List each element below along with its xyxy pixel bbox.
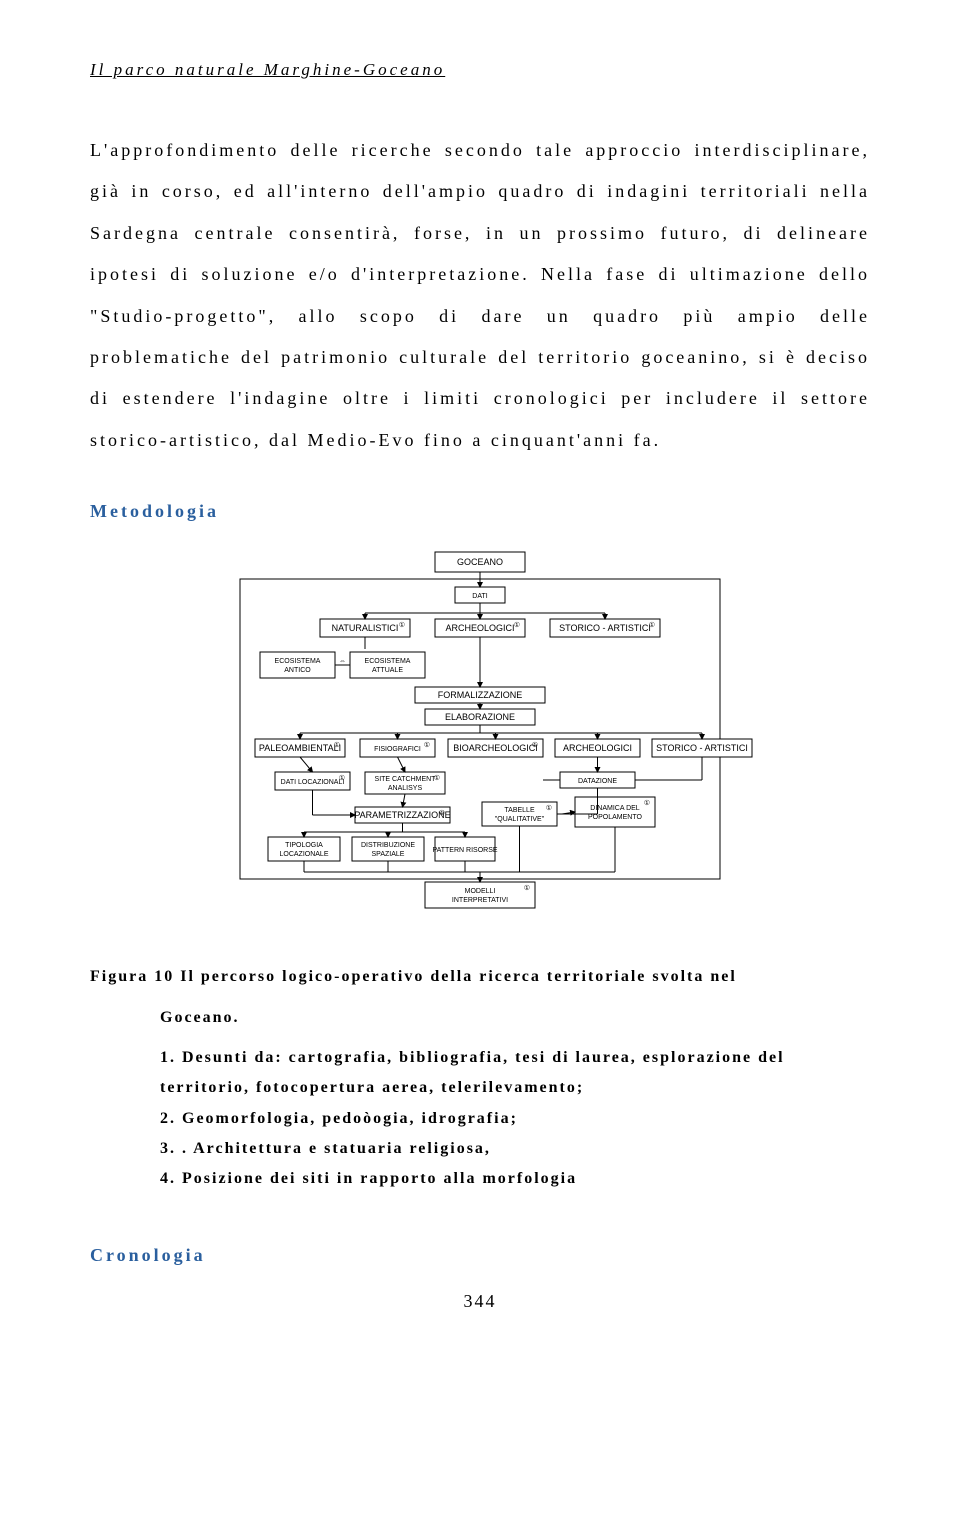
svg-text:DISTRIBUZIONE: DISTRIBUZIONE xyxy=(361,842,415,849)
svg-text:①: ① xyxy=(532,741,538,749)
svg-text:⇔: ⇔ xyxy=(339,658,346,665)
svg-text:①: ① xyxy=(514,621,520,629)
svg-text:SPAZIALE: SPAZIALE xyxy=(372,851,405,858)
svg-text:MODELLI: MODELLI xyxy=(465,888,496,895)
svg-text:①: ① xyxy=(546,804,552,812)
page-number: 344 xyxy=(90,1291,870,1312)
svg-text:ECOSISTEMA: ECOSISTEMA xyxy=(365,658,411,665)
svg-text:SITE CATCHMENT: SITE CATCHMENT xyxy=(375,776,437,783)
figure-caption-line1: Figura 10 Il percorso logico-operativo d… xyxy=(90,962,870,992)
svg-text:DATAZIONE: DATAZIONE xyxy=(578,778,617,785)
svg-text:ELABORAZIONE: ELABORAZIONE xyxy=(445,712,515,722)
svg-text:STORICO - ARTISTICI: STORICO - ARTISTICI xyxy=(656,743,748,753)
svg-text:ARCHEOLOGICI: ARCHEOLOGICI xyxy=(563,743,632,753)
svg-text:ANALISYS: ANALISYS xyxy=(388,785,423,792)
svg-text:PALEOAMBIENTALI: PALEOAMBIENTALI xyxy=(259,743,341,753)
svg-text:POPOLAMENTO: POPOLAMENTO xyxy=(588,814,642,821)
svg-text:①: ① xyxy=(649,621,655,629)
svg-text:DATI LOCAZIONALI: DATI LOCAZIONALI xyxy=(281,779,345,786)
svg-text:GOCEANO: GOCEANO xyxy=(457,557,503,567)
svg-text:TIPOLOGIA: TIPOLOGIA xyxy=(285,842,323,849)
svg-text:ECOSISTEMA: ECOSISTEMA xyxy=(275,658,321,665)
svg-text:ARCHEOLOGICI: ARCHEOLOGICI xyxy=(445,623,514,633)
heading-cronologia: Cronologia xyxy=(90,1245,870,1266)
svg-text:①: ① xyxy=(524,884,530,892)
svg-text:BIOARCHEOLOGICI: BIOARCHEOLOGICI xyxy=(453,743,538,753)
svg-text:FISIOGRAFICI: FISIOGRAFICI xyxy=(374,746,421,753)
running-header: Il parco naturale Marghine-Goceano xyxy=(90,60,870,80)
svg-text:①: ① xyxy=(439,809,445,817)
svg-text:①: ① xyxy=(339,774,345,782)
svg-text:①: ① xyxy=(424,741,430,749)
svg-text:①: ① xyxy=(644,799,650,807)
svg-text:ATTUALE: ATTUALE xyxy=(372,667,403,674)
body-paragraph: L'approfondimento delle ricerche secondo… xyxy=(90,130,870,461)
svg-text:LOCAZIONALE: LOCAZIONALE xyxy=(279,851,328,858)
figure-caption-line2: Goceano. xyxy=(160,1003,870,1033)
figure-note-3: 3. . Architettura e statuaria religiosa, xyxy=(160,1134,870,1164)
svg-text:TABELLE: TABELLE xyxy=(504,807,535,814)
figure-note-2: 2. Geomorfologia, pedoòogia, idrografia; xyxy=(160,1104,870,1134)
svg-text:ANTICO: ANTICO xyxy=(284,667,311,674)
svg-text:PARAMETRIZZAZIONE: PARAMETRIZZAZIONE xyxy=(354,810,450,820)
svg-text:DATI: DATI xyxy=(472,593,487,600)
svg-text:INTERPRETATIVI: INTERPRETATIVI xyxy=(452,897,508,904)
svg-text:①: ① xyxy=(434,774,440,782)
svg-text:"QUALITATIVE": "QUALITATIVE" xyxy=(495,816,545,823)
figure-note-1: 1. Desunti da: cartografia, bibliografia… xyxy=(160,1043,870,1104)
svg-text:①: ① xyxy=(334,741,340,749)
svg-text:PATTERN RISORSE: PATTERN RISORSE xyxy=(432,847,497,854)
svg-text:STORICO - ARTISTICI: STORICO - ARTISTICI xyxy=(559,623,651,633)
figure-note-4: 4. Posizione dei siti in rapporto alla m… xyxy=(160,1164,870,1194)
svg-text:NATURALISTICI: NATURALISTICI xyxy=(332,623,399,633)
svg-text:FORMALIZZAZIONE: FORMALIZZAZIONE xyxy=(438,690,523,700)
heading-metodologia: Metodologia xyxy=(90,501,870,522)
svg-text:①: ① xyxy=(399,621,405,629)
methodology-diagram: GOCEANODATINATURALISTICI①ARCHEOLOGICI①ST… xyxy=(90,547,870,932)
